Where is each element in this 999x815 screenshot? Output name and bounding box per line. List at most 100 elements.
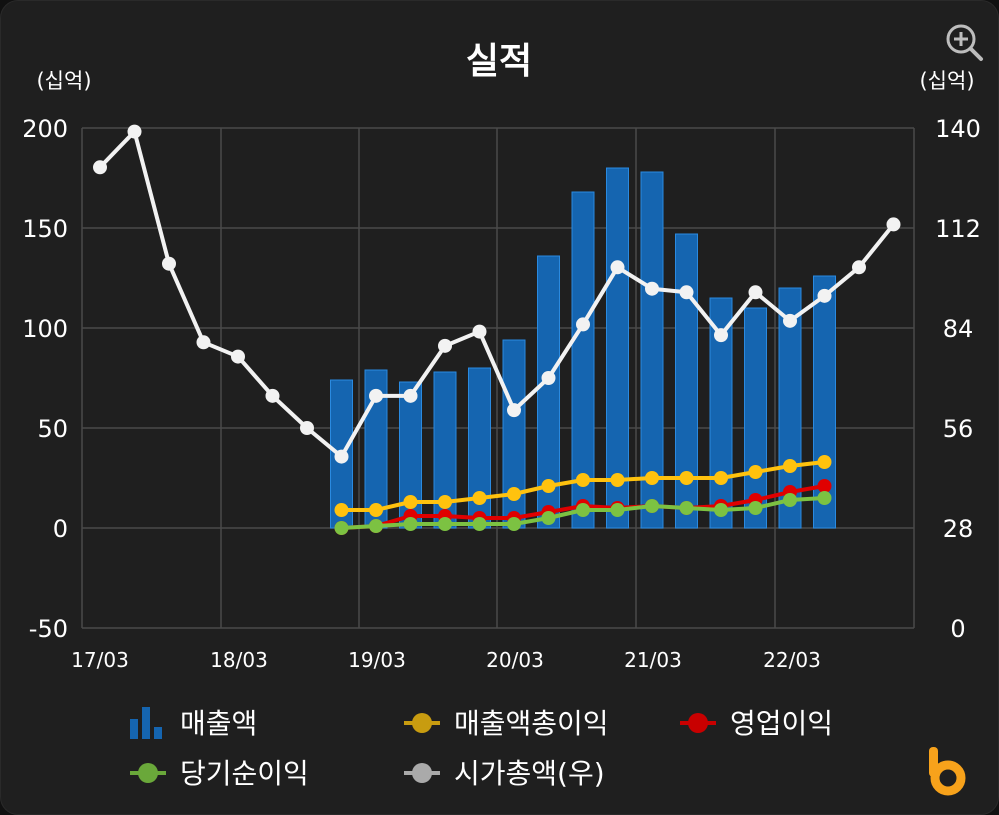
series-point	[645, 471, 659, 485]
series-point	[403, 388, 418, 403]
series-point	[783, 493, 797, 507]
revenue-bar	[675, 233, 698, 529]
series-point	[714, 503, 728, 517]
series-point	[334, 449, 349, 464]
revenue-bar	[537, 255, 560, 529]
right-axis-unit: (십억)	[919, 69, 974, 93]
legend-label: 영업이익	[730, 707, 833, 740]
series-point	[541, 479, 556, 493]
series-point	[748, 465, 763, 479]
revenue-bar	[640, 171, 664, 529]
x-tick-label: 21/03	[624, 648, 682, 672]
series-point	[162, 256, 176, 271]
series-point	[817, 479, 832, 493]
brand-logo-icon	[926, 744, 970, 798]
legend-item: 매출액	[130, 707, 257, 740]
line-series	[93, 124, 901, 535]
right-tick-label: 84	[943, 315, 974, 343]
series-point	[369, 519, 383, 533]
series-point	[93, 160, 107, 175]
legend-bar-icon	[154, 727, 162, 739]
zoom-in-icon[interactable]	[944, 22, 984, 62]
left-tick-label: 0	[53, 515, 68, 543]
right-tick-label: 140	[935, 115, 981, 143]
series-point	[714, 328, 728, 343]
series-point	[403, 517, 418, 531]
right-tick-label: 28	[943, 515, 974, 543]
series-point	[576, 473, 590, 487]
legend-item: 매출액총이익	[404, 707, 609, 740]
left-axis-unit: (십억)	[36, 69, 91, 93]
legend-label: 매출액총이익	[454, 707, 609, 740]
series-point	[196, 335, 211, 350]
x-tick-label: 19/03	[348, 648, 406, 672]
chart-title: 실적	[466, 41, 532, 82]
series-point	[231, 349, 245, 364]
legend-item: 시가총액(우)	[404, 757, 605, 790]
left-tick-label: 150	[22, 215, 68, 243]
series-point	[610, 503, 625, 517]
series-point	[507, 487, 521, 501]
series-point	[576, 503, 590, 517]
series-point	[748, 285, 763, 300]
series-point	[127, 124, 142, 139]
series-point	[645, 499, 659, 513]
right-tick-label: 112	[935, 215, 981, 243]
left-tick-label: 50	[37, 415, 68, 443]
series-point	[438, 495, 452, 509]
legend-item: 당기순이익	[130, 757, 309, 790]
x-tick-label: 22/03	[763, 648, 821, 672]
series-point	[369, 503, 383, 517]
series-point	[541, 511, 556, 525]
legend-dot-icon	[412, 713, 432, 733]
series-point	[334, 503, 349, 517]
series-point	[817, 491, 832, 505]
series-point	[783, 313, 797, 328]
series-point	[541, 371, 556, 385]
series-point	[472, 324, 487, 339]
series-point	[369, 388, 383, 403]
x-tick-label: 20/03	[486, 648, 544, 672]
series-point	[403, 495, 418, 509]
legend-item: 영업이익	[680, 707, 833, 740]
x-tick-label: 17/03	[71, 648, 129, 672]
legend-dot-icon	[688, 713, 708, 733]
series-point	[300, 421, 314, 435]
series-point	[472, 517, 487, 531]
legend-label: 매출액	[180, 707, 257, 740]
legend-bar-icon	[130, 719, 138, 739]
right-tick-label: 0	[950, 615, 965, 643]
legend-dot-icon	[138, 763, 158, 783]
legend-label: 시가총액(우)	[454, 757, 605, 790]
series-point	[610, 473, 625, 487]
revenue-bar	[709, 297, 733, 529]
series-point	[576, 317, 590, 332]
series-point	[783, 459, 797, 473]
legend-label: 당기순이익	[180, 757, 309, 790]
series-point	[507, 403, 521, 418]
series-point	[714, 471, 728, 485]
series-point	[679, 501, 694, 515]
series-point	[679, 471, 694, 485]
series-point	[334, 521, 349, 535]
series-point	[438, 338, 452, 353]
series-point	[507, 517, 521, 531]
revenue-bar	[571, 191, 595, 529]
series-point	[265, 388, 280, 403]
series-point	[472, 491, 487, 505]
revenue-bar	[606, 167, 629, 529]
legend-dot-icon	[412, 763, 432, 783]
series-point	[817, 288, 832, 303]
legend-bar-icon	[142, 707, 150, 739]
series-point	[886, 217, 901, 232]
right-tick-label: 56	[943, 415, 974, 443]
x-tick-label: 18/03	[210, 648, 268, 672]
left-tick-label: -50	[29, 615, 68, 643]
left-tick-label: 200	[22, 115, 68, 143]
series-point	[610, 260, 625, 275]
series-point	[817, 455, 832, 469]
left-tick-label: 100	[22, 315, 68, 343]
grid-lines	[81, 127, 915, 629]
series-point	[438, 517, 452, 531]
